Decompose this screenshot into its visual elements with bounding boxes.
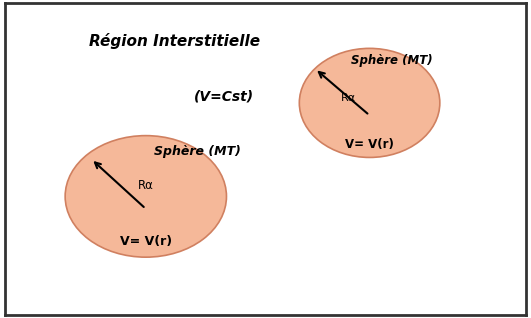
Text: V= V(r): V= V(r) bbox=[345, 138, 394, 151]
Text: Rα: Rα bbox=[341, 93, 356, 103]
Text: Rα: Rα bbox=[138, 179, 154, 192]
Text: Sphère (MT): Sphère (MT) bbox=[153, 145, 241, 158]
Text: Région Interstitielle: Région Interstitielle bbox=[89, 32, 260, 49]
Text: Sphère (MT): Sphère (MT) bbox=[352, 54, 433, 67]
Ellipse shape bbox=[65, 135, 226, 257]
Ellipse shape bbox=[299, 48, 440, 157]
Text: (V=Cst): (V=Cst) bbox=[194, 90, 254, 104]
Text: V= V(r): V= V(r) bbox=[120, 235, 172, 248]
